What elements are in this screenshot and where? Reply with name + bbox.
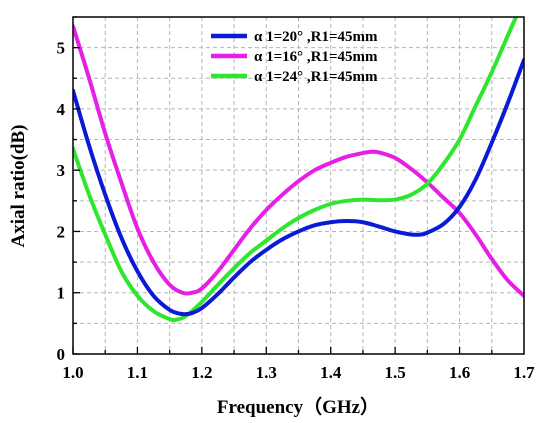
series-line-1 bbox=[73, 57, 524, 317]
x-tick-label: 1.5 bbox=[385, 363, 406, 382]
legend-label-2: α 1=16° ,R1=45mm bbox=[254, 49, 378, 65]
legend-label-1: α 1=20° ,R1=45mm bbox=[254, 29, 378, 45]
x-tick-label: 1.1 bbox=[127, 363, 148, 382]
tick-labels: 1.0 1.1 1.2 1.3 1.4 1.5 1.6 1.7 0 1 2 3 4 5 bbox=[57, 39, 536, 382]
y-tick-label: 2 bbox=[57, 222, 66, 241]
series-line-2 bbox=[73, 24, 524, 298]
grid-lines bbox=[73, 16, 524, 354]
y-tick-label: 0 bbox=[57, 345, 66, 364]
y-tick-label: 3 bbox=[57, 161, 66, 180]
y-tick-label: 4 bbox=[57, 100, 66, 119]
legend-label-3: α 1=24° ,R1=45mm bbox=[254, 69, 378, 85]
series-layer bbox=[73, 17, 524, 323]
x-tick-label: 1.6 bbox=[449, 363, 470, 382]
axis-ticks bbox=[72, 16, 493, 355]
y-tick-label: 5 bbox=[57, 39, 66, 58]
x-tick-label: 1.0 bbox=[62, 363, 83, 382]
y-tick-label: 1 bbox=[57, 284, 66, 303]
y-axis-title: Axial ratio(dB) bbox=[8, 125, 29, 248]
legend: α 1=20° ,R1=45mm α 1=16° ,R1=45mm α 1=24° … bbox=[211, 29, 378, 85]
x-tick-label: 1.2 bbox=[191, 363, 212, 382]
series-line-3 bbox=[73, 17, 519, 323]
x-tick-label: 1.4 bbox=[320, 363, 342, 382]
x-tick-label: 1.7 bbox=[513, 363, 535, 382]
x-tick-label: 1.3 bbox=[256, 363, 277, 382]
x-axis-title: Frequency（GHz） bbox=[217, 395, 379, 418]
